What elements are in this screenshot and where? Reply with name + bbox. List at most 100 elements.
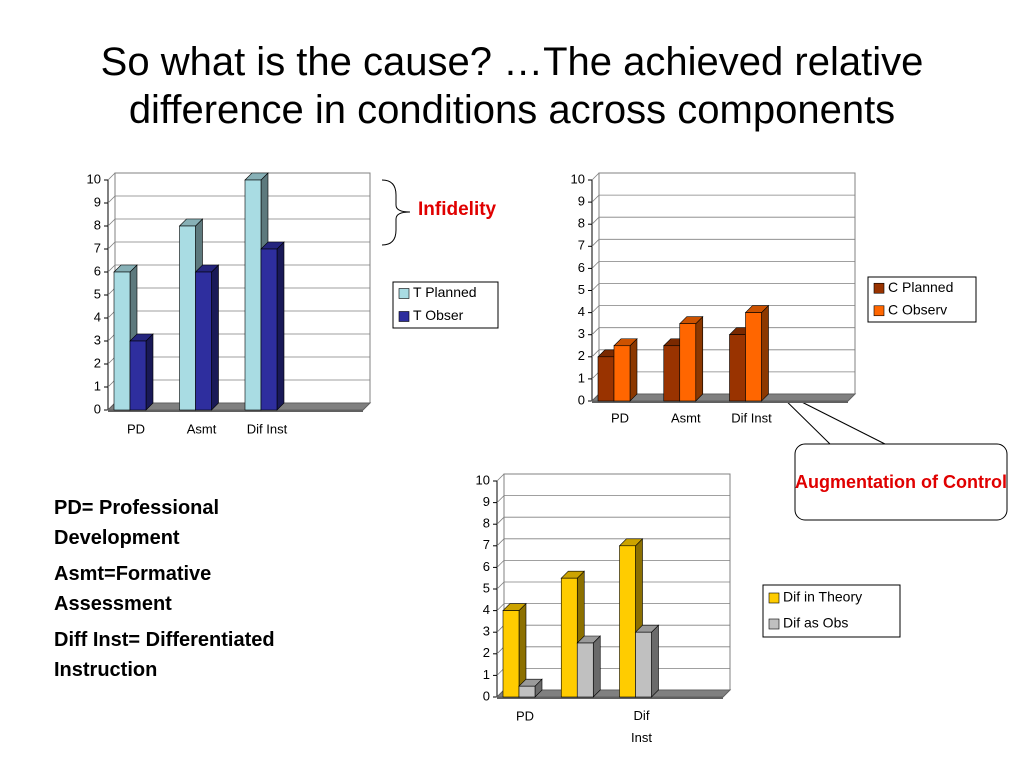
y-tick-label: 9 [94, 194, 101, 209]
legend-swatch [398, 288, 410, 299]
y-tick-label: 6 [578, 260, 585, 275]
grid-line [591, 327, 855, 335]
legend-label: C Planned [888, 279, 953, 295]
legend [392, 281, 499, 329]
bar [679, 323, 697, 402]
grid-line [107, 195, 370, 204]
y-tick-label: 4 [483, 602, 490, 617]
chart: 0 1 2 3 4 5 6 7 8 9 10 PD Asmt Dif Inst T Planned T Obs… [87, 171, 499, 436]
grid-line [591, 305, 855, 313]
y-tick-label: 0 [578, 392, 585, 407]
y-tick-label: 2 [483, 645, 490, 660]
annotation: Infidelity [418, 199, 497, 220]
y-tick-label: 7 [94, 240, 101, 255]
y-tick-label: 5 [578, 282, 585, 297]
legend-label: T Obser [413, 307, 464, 323]
bar [635, 631, 652, 698]
bar-side [145, 333, 154, 411]
bar [576, 642, 594, 698]
y-tick-label: 10 [87, 171, 101, 186]
x-tick-label: Asmt [671, 410, 701, 425]
legend-swatch [768, 592, 780, 604]
brace [381, 179, 411, 246]
legend [762, 584, 901, 638]
back-wall [495, 473, 731, 698]
floor-front [108, 410, 363, 412]
floor-front [497, 697, 723, 699]
y-tick-label: 9 [483, 494, 490, 509]
note: Diff Inst= Differentiated Instruction [54, 629, 275, 681]
grid-line [107, 241, 370, 250]
grid-line [496, 473, 730, 482]
callout: Augmentation of Control [795, 472, 1007, 492]
grid-line [591, 283, 855, 291]
y-tick-label: 6 [94, 263, 101, 278]
grid-line [591, 349, 855, 358]
grid-line [496, 560, 730, 568]
bar [518, 685, 536, 698]
y-tick-label: 10 [476, 472, 490, 487]
legend-swatch [873, 305, 885, 317]
bar-side [211, 264, 219, 411]
y-tick-label: 3 [94, 332, 101, 347]
note: PD= Professional Development [54, 497, 220, 549]
y-tick-label: 2 [578, 348, 585, 363]
grid-line [591, 194, 855, 203]
y-tick-label: 4 [94, 309, 101, 324]
bar [560, 577, 578, 698]
grid-line [496, 516, 730, 525]
bar [129, 340, 147, 411]
y-tick-label: 5 [94, 286, 101, 301]
y-tick-label: 10 [571, 171, 585, 186]
y-tick-label: 9 [578, 194, 585, 209]
legend-label: T Planned [413, 284, 477, 300]
y-tick-label: 8 [94, 217, 101, 232]
bar [729, 334, 746, 402]
bar-side [276, 241, 285, 411]
y-tick-label: 7 [578, 238, 585, 253]
legend-swatch [398, 311, 410, 322]
bar-side [761, 304, 769, 402]
grid-line [591, 238, 855, 247]
legend-label: C Observ [888, 301, 947, 317]
floor-front [592, 401, 848, 403]
bar-side [629, 338, 638, 402]
legend-swatch [768, 618, 780, 630]
grid-line [591, 260, 855, 269]
x-tick-label: PD [611, 410, 629, 425]
bar [597, 356, 615, 402]
callout-box [794, 443, 1008, 521]
y-tick-label: 7 [483, 537, 490, 552]
bar [260, 248, 278, 411]
x-tick-label: PD [516, 708, 534, 723]
bar [502, 610, 520, 698]
bar [244, 179, 262, 411]
y-tick-label: 1 [94, 378, 101, 393]
bar-side [695, 315, 704, 402]
y-tick-label: 1 [483, 667, 490, 682]
y-tick-label: 3 [483, 624, 490, 639]
x-tick-label: Asmt [187, 421, 217, 436]
x-tick-label: PD [127, 421, 145, 436]
notes: PD= Professional Development Asmt=Format… [54, 493, 284, 691]
grid-line [496, 581, 730, 590]
y-tick-label: 2 [94, 355, 101, 370]
bar-side [592, 635, 601, 698]
grid-line [591, 172, 855, 181]
y-tick-label: 5 [483, 580, 490, 595]
note: Asmt=Formative Assessment [54, 563, 212, 615]
grid-line [107, 264, 370, 273]
legend-swatch [873, 282, 885, 294]
bar [619, 545, 636, 698]
bar [195, 271, 212, 411]
y-tick-label: 0 [94, 401, 101, 416]
x-tick-label: Dif Inst [631, 708, 652, 745]
y-tick-label: 3 [578, 326, 585, 341]
y-tick-label: 1 [578, 370, 585, 385]
bar [613, 345, 631, 402]
bar [179, 225, 196, 411]
x-tick-label: Dif Inst [731, 410, 772, 425]
legend [867, 276, 977, 323]
